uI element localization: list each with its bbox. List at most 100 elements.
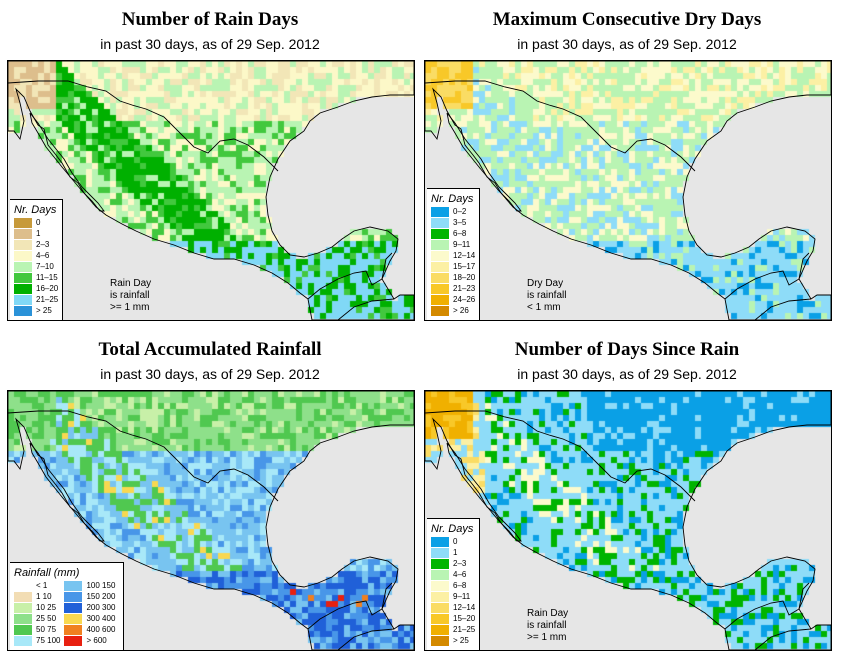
legend-row: 21–25: [14, 294, 58, 305]
legend-label: > 25: [36, 305, 52, 315]
legend-row: 1: [431, 547, 475, 558]
legend-swatch: [14, 305, 32, 316]
legend-row: 2–3: [14, 239, 58, 250]
guatemala-border: [307, 270, 383, 300]
legend-label: 4–6: [36, 250, 50, 260]
legend-row: 50 75: [14, 624, 60, 635]
note-line: Dry Day: [527, 278, 564, 289]
legend-label: 0: [453, 536, 458, 546]
legend-row: > 25: [14, 305, 58, 316]
legend-swatch: [64, 635, 83, 646]
legend-label: 21–23: [453, 283, 476, 293]
legend-label: 4–6: [453, 569, 467, 579]
legend-swatch: [64, 591, 83, 602]
panel-title: Total Accumulated Rainfall: [98, 339, 322, 360]
panel-title: Number of Rain Days: [121, 9, 299, 30]
legend-label: > 26: [453, 305, 469, 315]
legend-swatch: [14, 217, 32, 228]
legend-row: 7–10: [14, 261, 58, 272]
legend-swatch: [431, 294, 449, 305]
legend-row: 21–25: [431, 624, 475, 635]
legend-label: 2–3: [36, 239, 50, 249]
map-note: Dry Day is rainfall < 1 mm: [527, 278, 566, 314]
map-dry-days: Nr. Days 0–2 3–5 6–8 9–11 12–14 15–17 18–20 21–…: [424, 60, 832, 321]
legend-items: 0 1 2–3 4–6 6–8 9–11 12–14 15–20 21–25 > 25: [431, 536, 475, 646]
legend-row: 15–20: [431, 613, 475, 624]
legend-row: > 26: [431, 305, 475, 316]
legend-swatch: [431, 547, 449, 558]
legend-row: 9–11: [431, 239, 475, 250]
legend-swatch: [64, 624, 83, 635]
legend-swatch: [431, 569, 449, 580]
legend-label: 50 75: [36, 624, 57, 634]
coastline: [425, 61, 831, 320]
legend-row: 21–23: [431, 283, 475, 294]
legend-swatch: [431, 217, 449, 228]
panel-subtitle: in past 30 days, as of 29 Sep. 2012: [100, 366, 320, 382]
legend-items: 0–2 3–5 6–8 9–11 12–14 15–17 18–20 21–23 24–26 > …: [431, 206, 475, 316]
legend-row: 0: [14, 217, 58, 228]
legend-label: 15–17: [453, 261, 476, 271]
legend-label: 0: [36, 217, 41, 227]
legend-label: 6–8: [453, 580, 467, 590]
legend-row: 400 600: [64, 624, 115, 635]
legend-label: 6–8: [453, 228, 467, 238]
legend-label: 2–3: [453, 558, 467, 568]
legend-swatch: [431, 305, 449, 316]
legend-row: 0: [431, 536, 475, 547]
legend-swatch: [431, 272, 449, 283]
legend-label: < 1: [36, 580, 48, 590]
legend-row: 11–15: [14, 272, 58, 283]
legend-label: 15–20: [453, 613, 476, 623]
map-note: Rain Day is rainfall >= 1 mm: [527, 608, 568, 644]
legend-label: 1: [36, 228, 41, 238]
legend-label: 24–26: [453, 294, 476, 304]
legend-label: 200 300: [86, 602, 116, 612]
legend-label: 12–14: [453, 602, 476, 612]
legend-label: 25 50: [36, 613, 57, 623]
belize-border: [381, 582, 393, 610]
baja-coastline: [446, 112, 522, 212]
baja-coastline: [29, 442, 105, 542]
country-borders: [425, 61, 831, 320]
legend-swatch: [14, 228, 32, 239]
legend-row: 15–17: [431, 261, 475, 272]
legend-label: 16–20: [36, 283, 59, 293]
legend-row: 24–26: [431, 294, 475, 305]
legend-row: > 600: [64, 635, 115, 646]
legend-swatch: [431, 206, 449, 217]
legend-swatch: [14, 613, 32, 624]
legend-label: 1: [453, 547, 458, 557]
legend-swatch: [14, 580, 32, 591]
legend-label: > 25: [453, 635, 469, 645]
legend-swatch: [431, 635, 449, 646]
legend-row: 25 50: [14, 613, 60, 624]
legend-swatch: [14, 624, 32, 635]
legend-swatch: [64, 613, 83, 624]
legend-swatch: [431, 283, 449, 294]
belize-border: [381, 252, 393, 280]
legend: Nr. Days 0 1 2–3 4–6 6–8 9–11 12–14 15–20 21–25 >…: [427, 518, 481, 650]
legend-swatch: [431, 624, 449, 635]
legend-swatch: [14, 602, 32, 613]
panel-dry-days: Maximum Consecutive Dry Days in past 30 …: [422, 5, 832, 325]
legend-label: 0–2: [453, 206, 467, 216]
legend-swatch: [14, 272, 32, 283]
legend-row: 75 100: [14, 635, 60, 646]
coastline: [425, 391, 831, 650]
legend-label: 11–15: [36, 272, 58, 282]
guatemala-border: [724, 600, 800, 630]
legend-swatch: [431, 261, 449, 272]
note-line: >= 1 mm: [110, 302, 150, 313]
legend-swatch: [431, 558, 449, 569]
us-mexico-border: [8, 80, 279, 172]
legend-row: 12–14: [431, 602, 475, 613]
coastline: [8, 391, 414, 650]
legend-row: 1: [14, 228, 58, 239]
map-rain-days: Nr. Days 0 1 2–3 4–6 7–10 11–15 16–20 21–25 > 25…: [7, 60, 415, 321]
legend-swatch: [431, 250, 449, 261]
legend-label: 300 400: [86, 613, 116, 623]
